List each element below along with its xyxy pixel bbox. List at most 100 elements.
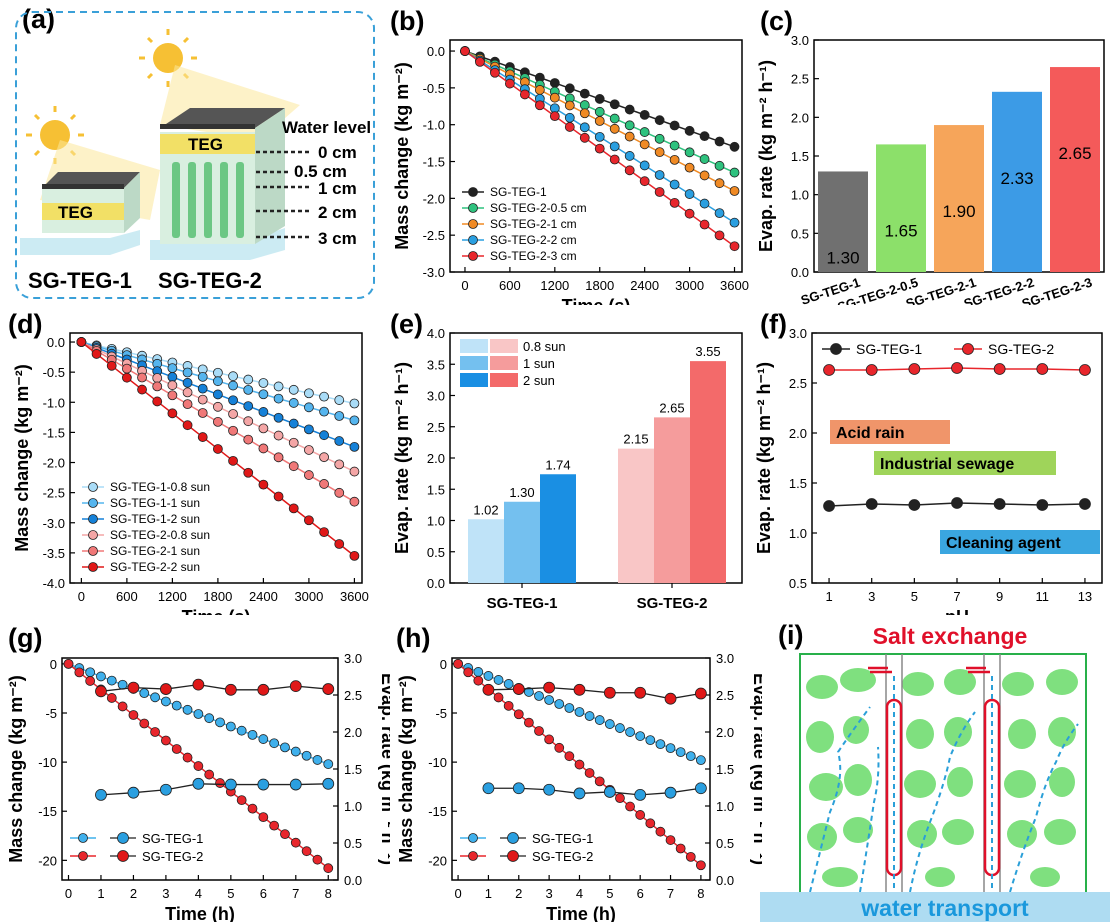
x-tick-label: 1 <box>825 589 832 604</box>
rate-data-point <box>224 778 237 791</box>
data-point <box>823 500 835 512</box>
mass-data-point <box>645 735 656 746</box>
water-transport-label: water transport <box>860 895 1029 921</box>
mass-data-point <box>301 750 312 761</box>
mass-data-point <box>604 719 615 729</box>
y-tick-label: -10 <box>428 755 447 770</box>
x-tick-label: 3000 <box>675 278 704 293</box>
x-tick-label: 1 <box>485 886 492 901</box>
data-point <box>182 387 193 398</box>
data-point <box>579 100 590 110</box>
x-tick-label: 7 <box>953 589 960 604</box>
mass-data-point <box>139 688 150 699</box>
mass-data-point <box>473 675 484 686</box>
water-level-0: 0 cm <box>318 143 357 162</box>
rate-data-point <box>694 782 707 795</box>
y-tick-label: 2.5 <box>716 688 734 703</box>
rate-data-point <box>224 683 237 696</box>
data-point <box>319 406 329 417</box>
data-point <box>684 162 695 173</box>
rate-data-point <box>289 778 302 791</box>
teg-label-2: TEG <box>188 135 223 154</box>
data-point <box>1079 364 1091 376</box>
y-tick-label: 3.0 <box>791 33 809 48</box>
data-point <box>564 100 575 111</box>
bar <box>876 144 926 272</box>
data-point <box>639 176 650 187</box>
mass-data-point <box>473 667 484 677</box>
y-tick-label: 3.0 <box>716 651 734 666</box>
sample-name-1: SG-TEG-1 <box>28 268 132 293</box>
plot-frame <box>69 332 363 584</box>
y-tick-label: 1.0 <box>789 526 807 541</box>
annotation-box <box>874 451 1056 475</box>
data-point <box>594 116 605 126</box>
mass-data-point <box>301 846 312 857</box>
rate-data-point <box>160 683 172 695</box>
mass-data-point <box>493 692 504 703</box>
mass-data-point <box>655 739 666 750</box>
plot-frame <box>449 39 743 273</box>
data-point <box>609 141 620 152</box>
mass-data-point <box>534 691 544 701</box>
panel-b-chart: (b) 0.0 -0.5 -1.0 -1.5 -2.0 -2.5 -3.0 0 600 1200 1… <box>390 6 749 305</box>
y-axis-label: Evap. rate (kg m⁻² h⁻¹) <box>392 362 412 554</box>
data-point <box>534 85 545 95</box>
data-point <box>212 376 223 387</box>
rate-data-point <box>694 687 707 700</box>
y-tick-label: 0 <box>440 657 447 672</box>
panel-a-schematic: (a) TEG <box>15 4 375 299</box>
y-tick-label: -15 <box>38 804 57 819</box>
y-tick-label: 0.5 <box>427 545 445 560</box>
data-point <box>549 92 560 103</box>
x-tick-label: 1800 <box>585 278 614 293</box>
data-point <box>243 401 254 411</box>
rate-data-point <box>634 788 647 801</box>
data-point <box>304 424 314 435</box>
rate-data-point <box>192 678 205 691</box>
rate-data-point <box>573 787 586 800</box>
y-tick-label: 0 <box>50 657 57 672</box>
data-point <box>228 371 238 382</box>
data-point <box>349 496 360 507</box>
mass-data-point <box>312 854 323 865</box>
panel-label-c: (c) <box>760 6 793 36</box>
data-point <box>304 445 314 455</box>
y-tick-label: 0.5 <box>789 576 807 591</box>
legend-marker <box>507 850 519 862</box>
data-point <box>273 430 284 441</box>
x-tick-label: 0 <box>461 278 468 293</box>
bar-value-label: 1.74 <box>545 457 570 472</box>
legend-label: SG-TEG-1-1 sun <box>110 496 200 510</box>
y-tick-label: 1.0 <box>716 799 734 814</box>
x-tick-label: 3 <box>546 886 553 901</box>
annotation-label: Industrial sewage <box>880 456 1014 473</box>
data-point <box>624 104 635 115</box>
annotation-box <box>940 530 1100 554</box>
y-tick-label: 1.5 <box>789 476 807 491</box>
data-point <box>549 78 560 88</box>
data-point <box>624 165 635 176</box>
annotation-label: Cleaning agent <box>946 535 1061 552</box>
bar-value-label: 1.90 <box>942 202 975 221</box>
data-point <box>106 360 117 371</box>
mass-data-point <box>685 851 696 862</box>
mass-data-point <box>161 696 171 707</box>
y2-axis-label: Evap. rate (kg m⁻² h⁻¹) <box>750 673 762 865</box>
legend-marker <box>78 851 88 861</box>
data-point <box>639 160 650 171</box>
porous-particles <box>806 668 1078 887</box>
data-point <box>304 515 314 526</box>
rate-data-point <box>95 788 107 801</box>
mass-data-point <box>182 752 193 763</box>
data-point <box>908 499 921 511</box>
data-point <box>519 89 530 100</box>
data-point <box>714 230 725 241</box>
data-point <box>243 416 254 427</box>
data-point <box>334 395 345 405</box>
data-point <box>669 179 680 190</box>
mass-data-point <box>247 729 258 740</box>
legend-marker <box>468 251 478 261</box>
y-tick-label: -1.5 <box>423 155 445 170</box>
data-point <box>197 432 208 442</box>
